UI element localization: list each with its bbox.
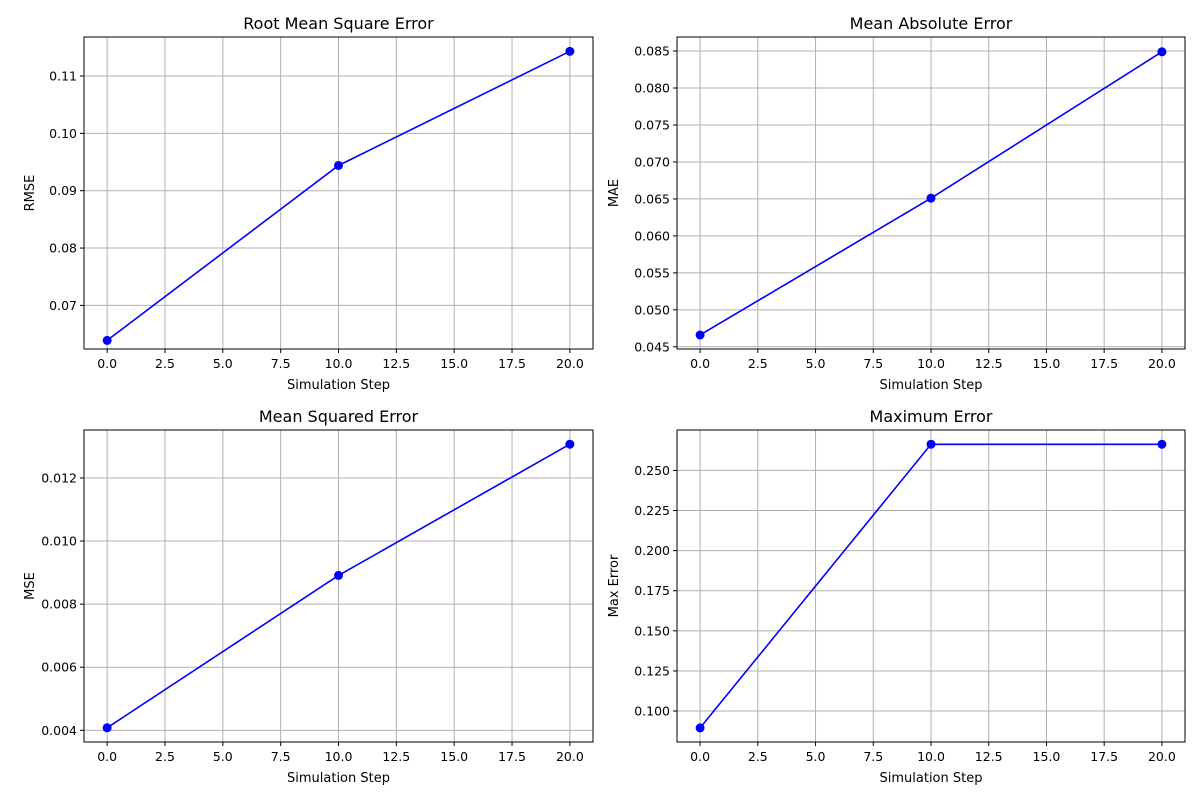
x-tick-label: 7.5 [863, 749, 883, 764]
y-tick-label: 0.070 [634, 154, 670, 169]
x-tick-label: 2.5 [748, 356, 768, 371]
x-axis-label: Simulation Step [880, 771, 983, 786]
y-tick-label: 0.09 [49, 183, 77, 198]
y-axis-label: MSE [23, 572, 38, 600]
chart-title: Root Mean Square Error [243, 14, 434, 33]
chart-title: Mean Absolute Error [850, 14, 1013, 33]
data-point [102, 723, 112, 733]
y-tick-label: 0.008 [41, 597, 77, 612]
data-point [926, 439, 936, 449]
chart-title: Mean Squared Error [259, 407, 419, 426]
x-tick-label: 17.5 [498, 749, 526, 764]
x-tick-label: 20.0 [556, 356, 584, 371]
y-tick-label: 0.085 [634, 44, 670, 59]
y-tick-label: 0.080 [634, 81, 670, 96]
y-tick-label: 0.065 [634, 191, 670, 206]
y-tick-label: 0.10 [49, 126, 77, 141]
x-tick-label: 12.5 [975, 356, 1003, 371]
x-tick-label: 0.0 [690, 749, 710, 764]
y-tick-label: 0.010 [41, 534, 77, 549]
x-tick-label: 12.5 [975, 749, 1003, 764]
x-tick-label: 2.5 [155, 356, 175, 371]
data-point [695, 330, 705, 340]
data-point [1157, 439, 1167, 449]
x-tick-label: 20.0 [1148, 356, 1176, 371]
axes-frame [676, 429, 1186, 743]
x-tick-label: 7.5 [863, 356, 883, 371]
y-tick-label: 0.150 [634, 623, 670, 638]
x-tick-label: 15.0 [440, 356, 468, 371]
y-tick-label: 0.175 [634, 583, 670, 598]
axes-frame [83, 36, 594, 350]
x-tick-label: 7.5 [271, 749, 291, 764]
x-tick-label: 10.0 [917, 749, 945, 764]
y-tick-label: 0.08 [49, 241, 77, 256]
subplot-4: 0.0 2.5 5.0 7.5 10.0 12.5 15.0 17.5 20.0 0.100 0.1… [607, 407, 1186, 786]
x-tick-label: 10.0 [325, 749, 353, 764]
x-tick-label: 5.0 [806, 356, 826, 371]
axes-frame [83, 429, 594, 743]
x-axis-label: Simulation Step [287, 378, 390, 393]
y-tick-label: 0.004 [41, 723, 77, 738]
x-tick-label: 0.0 [690, 356, 710, 371]
y-tick-label: 0.045 [634, 339, 670, 354]
y-tick-label: 0.012 [41, 470, 77, 485]
x-tick-label: 17.5 [1090, 356, 1118, 371]
axes-frame [676, 36, 1186, 350]
x-tick-label: 10.0 [917, 356, 945, 371]
subplot-3: 0.0 2.5 5.0 7.5 10.0 12.5 15.0 17.5 20.0 0.004 0.0… [23, 407, 594, 786]
y-axis-label: MAE [607, 179, 622, 207]
data-point [334, 570, 343, 580]
y-tick-label: 0.055 [634, 265, 670, 280]
data-point [695, 723, 705, 733]
data-point [565, 46, 575, 56]
x-tick-label: 17.5 [1090, 749, 1118, 764]
chart-title: Maximum Error [870, 407, 993, 426]
x-tick-label: 5.0 [213, 749, 233, 764]
x-tick-label: 2.5 [155, 749, 175, 764]
x-tick-label: 20.0 [1148, 749, 1176, 764]
x-tick-label: 17.5 [498, 356, 526, 371]
y-tick-label: 0.200 [634, 543, 670, 558]
y-tick-label: 0.125 [634, 663, 670, 678]
y-tick-label: 0.250 [634, 463, 670, 478]
y-tick-label: 0.060 [634, 228, 670, 243]
subplot-2: 0.0 2.5 5.0 7.5 10.0 12.5 15.0 17.5 20.0 0.045 0.0… [607, 14, 1186, 393]
x-tick-label: 12.5 [382, 356, 410, 371]
x-tick-label: 10.0 [325, 356, 353, 371]
x-tick-label: 20.0 [556, 749, 584, 764]
x-tick-label: 12.5 [382, 749, 410, 764]
y-tick-label: 0.225 [634, 503, 670, 518]
y-tick-label: 0.075 [634, 117, 670, 132]
y-tick-label: 0.11 [49, 69, 77, 84]
x-tick-label: 5.0 [213, 356, 233, 371]
x-tick-label: 0.0 [97, 749, 117, 764]
data-point [926, 193, 936, 203]
y-tick-label: 0.100 [634, 704, 670, 719]
data-point [1157, 47, 1167, 57]
x-tick-label: 0.0 [97, 356, 117, 371]
data-point [102, 335, 112, 345]
x-tick-label: 15.0 [440, 749, 468, 764]
x-tick-label: 15.0 [1033, 356, 1061, 371]
x-tick-label: 15.0 [1033, 749, 1061, 764]
y-axis-label: Max Error [607, 554, 622, 617]
x-tick-label: 2.5 [748, 749, 768, 764]
data-point [565, 439, 575, 449]
y-tick-label: 0.07 [49, 298, 77, 313]
data-point [334, 160, 343, 170]
x-tick-label: 7.5 [271, 356, 291, 371]
x-tick-label: 5.0 [806, 749, 826, 764]
y-tick-label: 0.050 [634, 302, 670, 317]
x-axis-label: Simulation Step [880, 378, 983, 393]
y-axis-label: RMSE [23, 175, 38, 212]
y-tick-label: 0.006 [41, 660, 77, 675]
x-axis-label: Simulation Step [287, 771, 390, 786]
subplot-1: 0.0 2.5 5.0 7.5 10.0 12.5 15.0 17.5 20.0 0.07 0.08… [23, 14, 594, 393]
